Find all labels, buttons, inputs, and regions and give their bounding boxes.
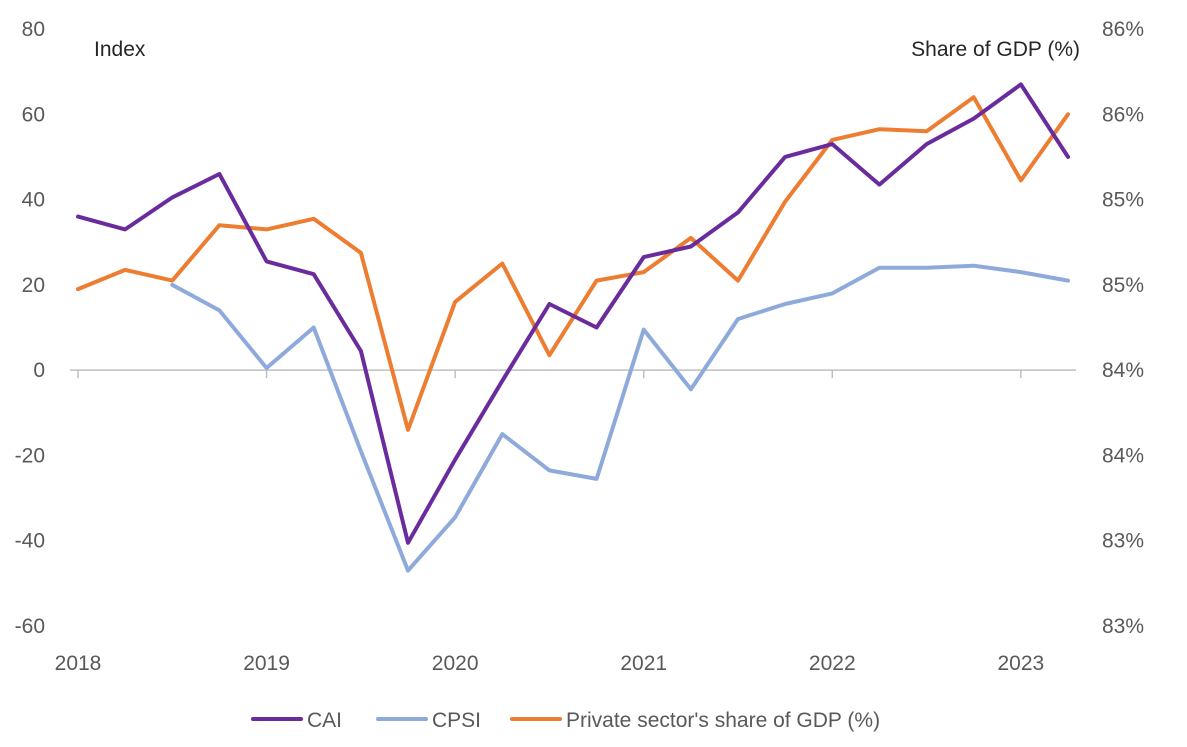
left-tick-label: 0 [33,359,45,382]
left-tick-label: -20 [15,444,45,467]
legend-label: CAI [307,709,342,732]
right-axis-ticks: 86% 86% 85% 85% 84% 84% 83% 83% [1102,18,1144,638]
right-tick-label: 84% [1102,359,1144,382]
right-tick-label: 85% [1102,274,1144,297]
x-axis: 2018 2019 2020 2021 2022 2023 [55,369,1076,675]
x-tick-label: 2022 [809,652,856,675]
left-tick-label: -60 [15,615,45,638]
x-tick-label: 2023 [997,652,1044,675]
series-line-private-sector-s-share-of-gdp [76,95,1070,432]
left-tick-label: 80 [22,18,45,41]
legend: CAI CPSI Private sector's share of GDP (%) [251,709,880,732]
left-tick-label: 20 [22,274,45,297]
x-tick-label: 2021 [620,652,667,675]
legend-label: CPSI [432,709,481,732]
left-tick-label: 40 [22,189,45,212]
series-line-cpsi [170,263,1070,573]
series-line-cai [76,82,1070,545]
right-tick-label: 86% [1102,103,1144,126]
right-tick-label: 86% [1102,18,1144,41]
x-tick-label: 2019 [243,652,290,675]
series-layer [76,82,1070,573]
x-tick-label: 2018 [55,652,102,675]
right-tick-label: 83% [1102,530,1144,553]
x-tick-label: 2020 [432,652,479,675]
right-tick-label: 85% [1102,189,1144,212]
left-tick-label: 60 [22,103,45,126]
left-tick-label: -40 [15,530,45,553]
left-axis-title: Index [94,38,146,61]
left-axis-ticks: 80 60 40 20 0 -20 -40 -60 [15,18,45,638]
right-tick-label: 84% [1102,444,1144,467]
right-axis-title: Share of GDP (%) [911,38,1080,61]
right-tick-label: 83% [1102,615,1144,638]
legend-label: Private sector's share of GDP (%) [566,709,880,732]
